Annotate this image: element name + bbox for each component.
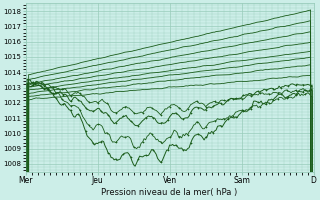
X-axis label: Pression niveau de la mer( hPa ): Pression niveau de la mer( hPa ) [101,188,238,197]
